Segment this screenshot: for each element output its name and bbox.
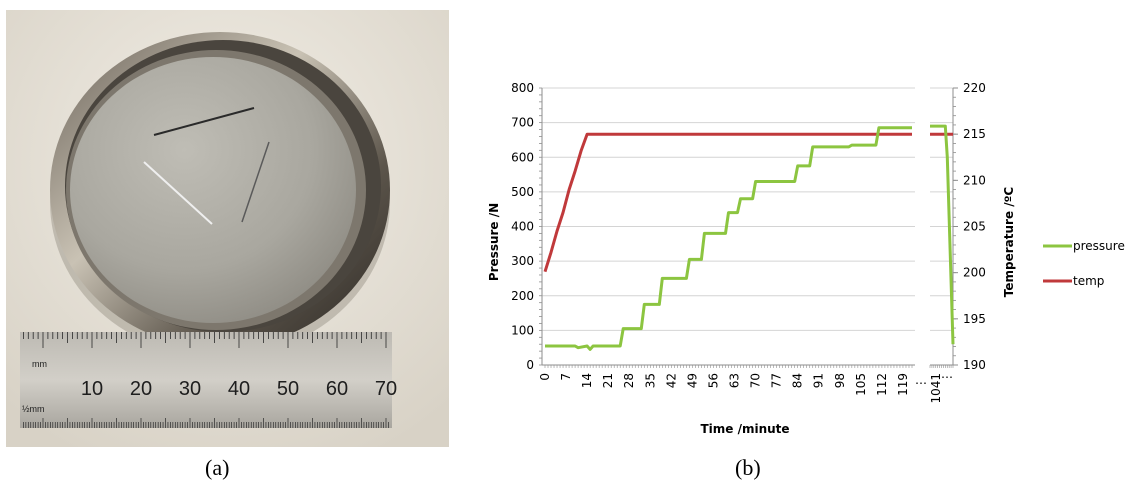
legend-label-pressure: pressure — [1073, 239, 1125, 253]
x-tick-label: 98 — [833, 373, 847, 388]
caption-a: (a) — [205, 455, 230, 480]
sample-photo: mm ½mm 10 20 30 40 50 60 70 — [6, 10, 449, 447]
left-tick-label: 100 — [511, 323, 534, 337]
chart-series — [543, 124, 955, 351]
right-axis-ticks: 190 195 200 205 210 215 220 — [963, 81, 986, 372]
right-tick-label: 190 — [963, 358, 986, 372]
x-tick-label: 119 — [896, 373, 910, 396]
x-tick-label: 84 — [791, 373, 805, 388]
left-tick-label: 400 — [511, 220, 534, 234]
x-tick-label: 21 — [601, 373, 615, 388]
x-tick-label: 14 — [580, 373, 594, 388]
x-tick-label: 63 — [728, 373, 742, 388]
x-tick-label: 70 — [749, 373, 763, 388]
right-tick-label: 215 — [963, 127, 986, 141]
right-tick-label: 200 — [963, 266, 986, 280]
axis-break-symbol-2: … — [941, 367, 953, 381]
scratch-left — [143, 161, 213, 225]
x-tick-label: 112 — [875, 373, 889, 396]
right-axis-title: Temperature /ºC — [1002, 187, 1016, 298]
x-axis-ticks: 0 7 14 21 28 35 42 49 56 63 70 77 84 91 98 105 112 119 104… — [538, 373, 943, 404]
series-line-pressure-right — [930, 124, 955, 345]
chart-axes — [539, 87, 958, 368]
caption-b: (b) — [735, 455, 761, 480]
left-axis-ticks: 0 100 200 300 400 500 600 700 800 — [511, 81, 534, 372]
x-axis-title: Time /minute — [700, 422, 789, 436]
axis-break-symbol: … — [915, 373, 927, 387]
series-line-pressure — [545, 126, 912, 351]
x-tick-label: 0 — [538, 373, 552, 381]
x-tick-label: 56 — [706, 373, 720, 388]
ruler-unit-mm: mm — [32, 359, 47, 369]
ruler-ticks-bottom — [23, 418, 389, 428]
x-tick-label: 28 — [622, 373, 636, 388]
x-tick-label-right: 1041 — [929, 373, 943, 404]
x-tick-label: 35 — [643, 373, 657, 388]
x-tick-label: 77 — [770, 373, 784, 388]
series-line-temp — [543, 132, 912, 273]
left-tick-label: 700 — [511, 116, 534, 130]
ruler-ticks-top — [22, 332, 387, 348]
ruler-number: 50 — [277, 378, 299, 400]
x-tick-label: 91 — [812, 373, 826, 388]
x-tick-label: 42 — [664, 373, 678, 388]
x-tick-label: 49 — [685, 373, 699, 388]
left-tick-label: 500 — [511, 185, 534, 199]
right-tick-label: 210 — [963, 173, 986, 187]
ruler-number: 30 — [179, 378, 201, 400]
right-tick-label: 205 — [963, 220, 986, 234]
ruler-number: 40 — [228, 378, 250, 400]
disc-face — [70, 57, 356, 323]
x-tick-label: 7 — [559, 373, 573, 381]
right-tick-label: 220 — [963, 81, 986, 95]
left-tick-label: 800 — [511, 81, 534, 95]
ruler-number: 60 — [326, 378, 348, 400]
ruler-number: 70 — [375, 378, 397, 400]
left-tick-label: 600 — [511, 150, 534, 164]
left-tick-label: 300 — [511, 254, 534, 268]
ruler-numbers: 10 20 30 40 50 60 70 — [81, 378, 397, 400]
scratch-top — [153, 107, 255, 136]
ruler-unit-halfmm: ½mm — [22, 404, 45, 414]
x-tick-label: 105 — [854, 373, 868, 396]
ruler-number: 20 — [130, 378, 152, 400]
chart-grid — [542, 87, 953, 331]
scratch-right — [241, 141, 270, 223]
left-axis-title: Pressure /N — [487, 203, 501, 281]
ruler-number: 10 — [81, 378, 103, 400]
chart-legend: pressure temp — [1043, 239, 1125, 288]
legend-label-temp: temp — [1073, 274, 1104, 288]
left-tick-label: 200 — [511, 289, 534, 303]
ruler: mm ½mm 10 20 30 40 50 60 70 — [20, 332, 397, 428]
right-tick-label: 195 — [963, 312, 986, 326]
left-tick-label: 0 — [526, 358, 534, 372]
